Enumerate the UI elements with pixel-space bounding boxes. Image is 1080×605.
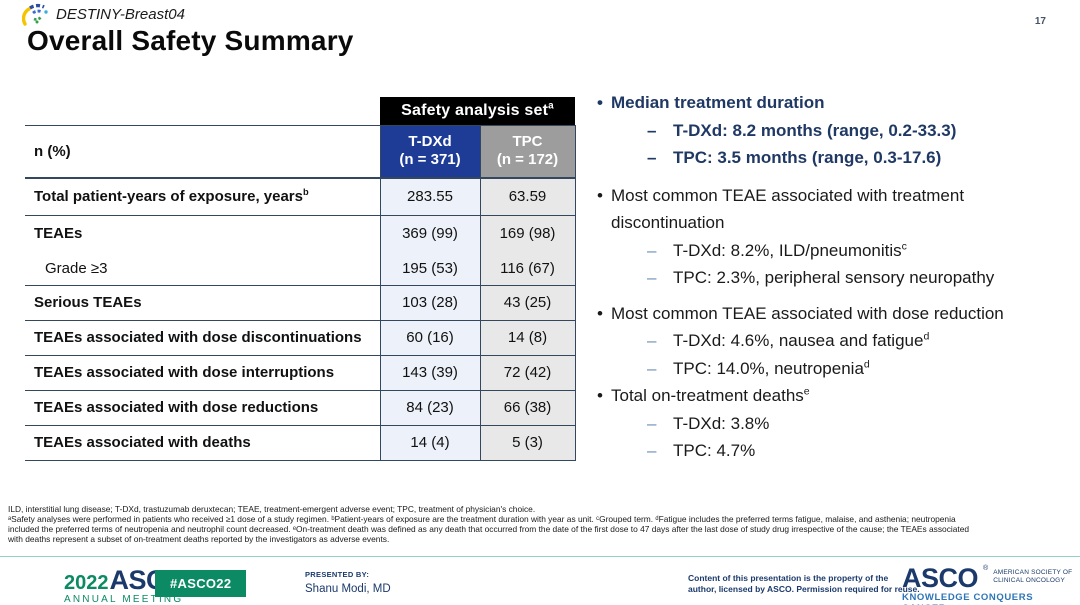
presenter-name: Shanu Modi, MD	[305, 583, 391, 595]
tdxd-value: 14 (4)	[379, 424, 480, 461]
license-line: author, licensed by ASCO. Permission req…	[688, 584, 920, 595]
row-label: TEAEs associated with deaths	[25, 424, 380, 461]
asco-org-logo: ASCO ® AMERICAN SOCIETY OF CLINICAL ONCOL…	[902, 565, 1080, 605]
registered-mark: ®	[983, 565, 989, 572]
bullet-teae-dose-reduction: • Most common TEAE associated with dose r…	[597, 300, 1073, 383]
row-label: Grade ≥3	[45, 259, 108, 277]
hashtag-badge: #ASCO22	[155, 570, 247, 597]
row-label: TEAEs	[25, 214, 380, 252]
license-line: Content of this presentation is the prop…	[688, 573, 889, 583]
dash-icon: –	[647, 148, 657, 167]
tdxd-value: 369 (99)	[379, 214, 480, 252]
dash-icon: –	[647, 441, 657, 460]
tdxd-value: 84 (23)	[379, 389, 480, 425]
table-row: Total patient-years of exposure, yearsb …	[25, 177, 576, 215]
footnote-line: with deaths represent a subset of on-tre…	[8, 534, 390, 544]
bullet-sub-item: – T-DXd: 4.6%, nausea and fatigued	[597, 327, 1073, 355]
dash-icon: –	[647, 413, 657, 433]
table-row: TEAEs 369 (99) 169 (98)	[25, 214, 576, 252]
tpc-value: 116 (67)	[479, 252, 576, 285]
footnote-line: included the preferred terms of neutrope…	[8, 524, 970, 534]
table-col-header-tdxd: T-DXd (n = 371)	[379, 124, 481, 179]
footnote-line: ᵃSafety analyses were performed in patie…	[8, 514, 956, 524]
bullet-sub-item: – T-DXd: 8.2 months (range, 0.2-33.3)	[597, 117, 1073, 145]
tpc-value: 43 (25)	[479, 284, 576, 320]
tpc-value: 63.59	[479, 177, 576, 215]
bullet-sub-item: – TPC: 2.3%, peripheral sensory neuropath…	[597, 264, 1073, 292]
tpc-value: 14 (8)	[479, 319, 576, 355]
table-row: TEAEs associated with dose interruptions…	[25, 354, 576, 390]
table-row: Serious TEAEs 103 (28) 43 (25)	[25, 284, 576, 320]
table-band-header: Safety analysis seta	[380, 97, 575, 125]
table-col-header-tpc: TPC (n = 172)	[479, 124, 576, 179]
table-band-spacer	[25, 97, 380, 125]
table-band-row: Safety analysis seta	[25, 97, 575, 125]
safety-summary-table: Safety analysis seta n (%) T-DXd (n = 371…	[25, 97, 576, 461]
meeting-year: 2022	[64, 572, 109, 594]
bullet-icon: •	[597, 185, 603, 205]
row-label: TEAEs associated with dose reductions	[25, 389, 380, 425]
bullet-median-treatment-duration: • Median treatment duration – T-DXd: 8.2 m…	[597, 89, 1073, 172]
bullet-title: Median treatment duration	[611, 93, 825, 112]
meeting-name: ANNUAL MEETING	[64, 594, 184, 605]
tdxd-value: 60 (16)	[379, 319, 480, 355]
dash-icon: –	[647, 358, 657, 378]
bullet-title: Most common TEAE associated with treatme…	[611, 185, 965, 233]
bullet-icon: •	[597, 93, 603, 112]
presented-by-block: PRESENTED BY: Shanu Modi, MD	[305, 570, 391, 595]
row-label: TEAEs associated with dose discontinuati…	[25, 319, 380, 355]
bullet-sub-item: – TPC: 3.5 months (range, 0.3-17.6)	[597, 144, 1073, 172]
bullet-sub-item: – TPC: 4.7%	[597, 437, 1073, 465]
table-row: TEAEs associated with dose discontinuati…	[25, 319, 576, 355]
page-number: 17	[1034, 16, 1046, 27]
org-subtitle: AMERICAN SOCIETY OF CLINICAL ONCOLOGY	[993, 569, 1073, 584]
bullet-icon: •	[597, 386, 603, 405]
footnote-line: ILD, interstitial lung disease; T-DXd, t…	[8, 504, 536, 514]
dash-icon: –	[647, 240, 657, 260]
tpc-value: 169 (98)	[479, 214, 576, 252]
bullet-title: Most common TEAE associated with dose re…	[611, 303, 1004, 323]
license-text: Content of this presentation is the prop…	[688, 573, 920, 596]
study-brand: DESTINY-Breast04	[22, 3, 185, 26]
key-points: • Median treatment duration – T-DXd: 8.2 m…	[597, 89, 1073, 465]
tpc-value: 66 (38)	[479, 389, 576, 425]
dash-icon: –	[647, 120, 657, 140]
row-label: TEAEs associated with dose interruptions	[25, 354, 380, 390]
table-header-row: n (%) T-DXd (n = 371) TPC (n = 172)	[25, 124, 576, 179]
study-name: DESTINY-Breast04	[56, 6, 185, 23]
row-label: Serious TEAEs	[25, 284, 380, 320]
table-row: Grade ≥3 195 (53) 116 (67)	[25, 252, 576, 285]
footnotes: ILD, interstitial lung disease; T-DXd, t…	[8, 504, 1074, 544]
destiny-logo-icon	[22, 3, 48, 26]
dash-icon: –	[647, 268, 657, 287]
bullet-sub-item: – T-DXd: 3.8%	[597, 410, 1073, 438]
bullet-sub-item: – TPC: 14.0%, neutropeniad	[597, 355, 1073, 383]
bullet-sub-item: – T-DXd: 8.2%, ILD/pneumonitisc	[597, 237, 1073, 265]
tdxd-value: 103 (28)	[379, 284, 480, 320]
tpc-value: 5 (3)	[479, 424, 576, 461]
tdxd-value: 143 (39)	[379, 354, 480, 390]
dash-icon: –	[647, 331, 657, 350]
table-measure-header: n (%)	[25, 124, 380, 179]
bullet-title: Total on-treatment deathse	[611, 385, 810, 405]
tdxd-value: 195 (53)	[379, 252, 480, 285]
footer-divider	[0, 556, 1080, 557]
presented-by-label: PRESENTED BY:	[305, 570, 370, 579]
table-row: TEAEs associated with deaths 14 (4) 5 (3…	[25, 424, 576, 461]
row-label: Total patient-years of exposure, yearsb	[25, 177, 380, 215]
org-tagline: KNOWLEDGE CONQUERS CANCER	[902, 592, 1034, 605]
tdxd-value: 283.55	[379, 177, 480, 215]
org-wordmark: ASCO	[902, 563, 979, 593]
bullet-on-treatment-deaths: • Total on-treatment deathse – T-DXd: 3.8%…	[597, 382, 1073, 465]
bullet-teae-discontinuation: • Most common TEAE associated with treatm…	[597, 182, 1073, 292]
bullet-icon: •	[597, 303, 603, 323]
tpc-value: 72 (42)	[479, 354, 576, 390]
page-title: Overall Safety Summary	[27, 25, 354, 56]
table-row: TEAEs associated with dose reductions 84…	[25, 389, 576, 425]
